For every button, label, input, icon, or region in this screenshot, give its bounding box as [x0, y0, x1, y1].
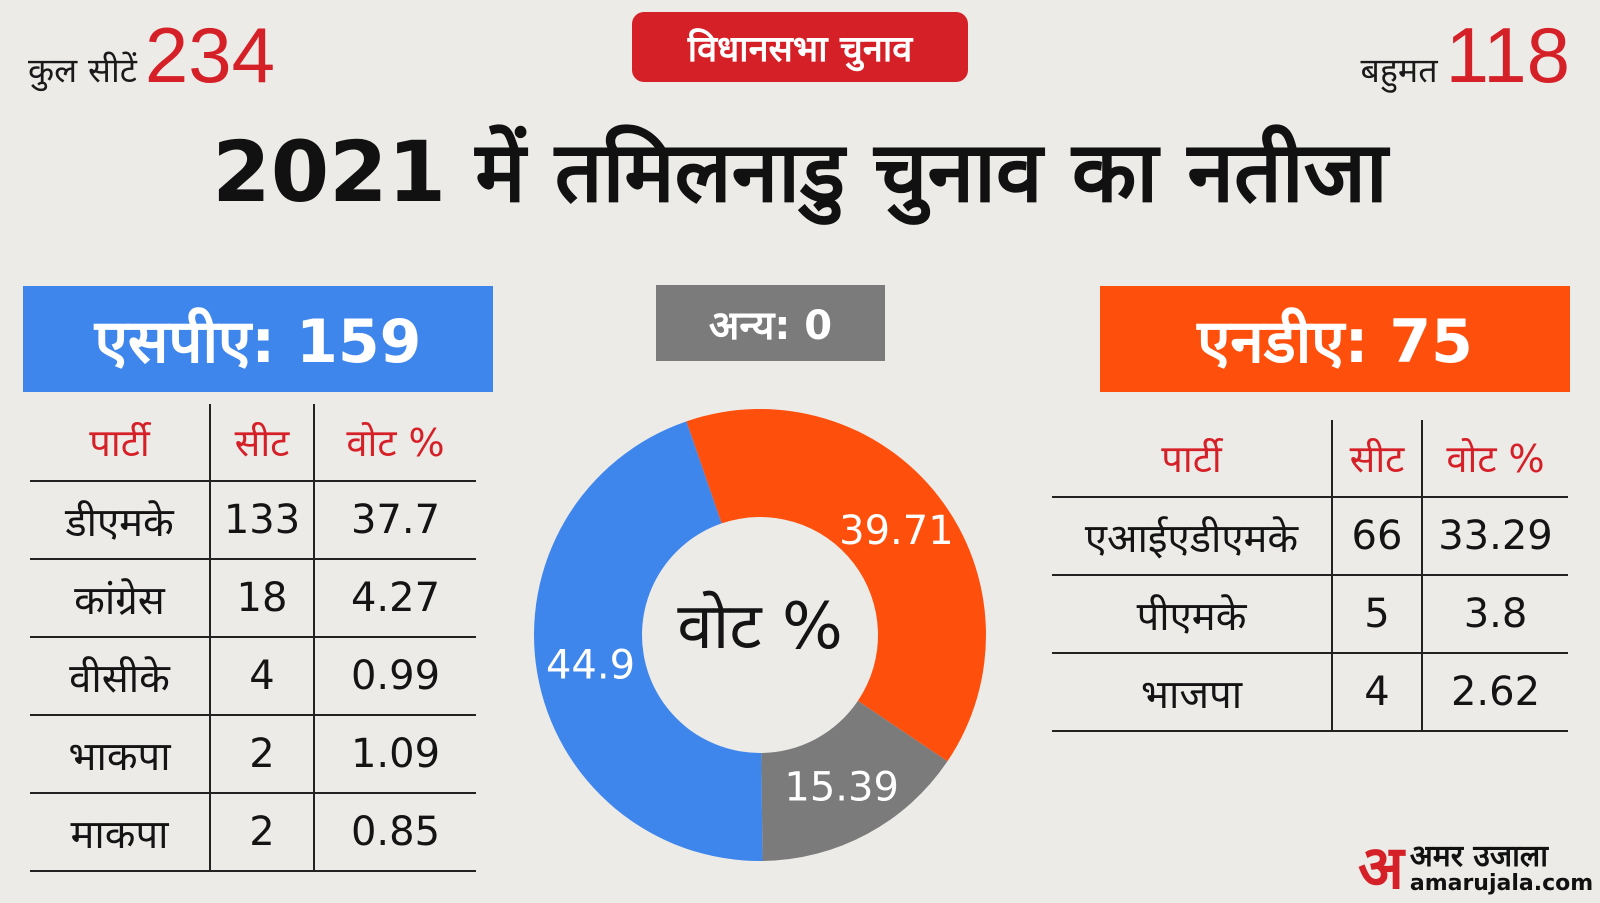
logo-name: अमर उजाला: [1409, 838, 1548, 874]
party-name: माकपा: [30, 793, 210, 872]
vote-percent: 1.09: [313, 715, 476, 794]
election-badge: विधानसभा चुनाव: [632, 12, 968, 82]
donut-slice-label: 39.71: [839, 508, 954, 554]
donut-slice-1: [761, 700, 948, 861]
donut-slice-0: [686, 409, 986, 762]
total-seats-value: 234: [144, 11, 276, 99]
total-seats-label: कुल सीटें: [28, 51, 137, 91]
column-header-vote-percent: वोट %: [313, 404, 476, 482]
party-name: वीसीके: [30, 637, 210, 716]
vote-percent: 37.7: [313, 481, 476, 560]
table-row: भाकपा 2 1.09: [30, 715, 476, 794]
column-header-party: पार्टी: [1052, 420, 1332, 498]
vote-share-donut-chart: 39.71 15.39 44.9 वोट %: [534, 409, 986, 861]
seat-count: 66: [1331, 497, 1422, 576]
table-header-row: पार्टी सीट वोट %: [30, 404, 476, 482]
party-name: डीएमके: [30, 481, 210, 560]
vote-percent: 33.29: [1421, 497, 1568, 576]
vote-percent: 3.8: [1421, 575, 1568, 654]
amar-ujala-logo: अ अमर उजाला amarujala.com: [1358, 838, 1593, 898]
column-header-party: पार्टी: [30, 404, 210, 482]
table-header-row: पार्टी सीट वोट %: [1052, 420, 1568, 498]
total-seats: कुल सीटें 234: [28, 16, 275, 94]
party-name: कांग्रेस: [30, 559, 210, 638]
majority: बहुमत 118: [1360, 16, 1570, 94]
logo-mark-icon: अ: [1358, 833, 1404, 903]
spa-results-table: पार्टी सीट वोट % डीएमके 133 37.7 कांग्रे…: [30, 404, 476, 872]
seat-count: 2: [209, 793, 314, 872]
table-row: डीएमके 133 37.7: [30, 481, 476, 560]
nda-results-table: पार्टी सीट वोट % एआईएडीएमके 66 33.29 पीए…: [1052, 420, 1568, 732]
page-title: 2021 में तमिलनाडु चुनाव का नतीजा: [212, 123, 1388, 221]
seat-count: 5: [1331, 575, 1422, 654]
seat-count: 18: [209, 559, 314, 638]
logo-url: amarujala.com: [1409, 871, 1594, 897]
donut-slice-label: 44.9: [546, 642, 635, 688]
table-row: एआईएडीएमके 66 33.29: [1052, 497, 1568, 576]
table-row: भाजपा 4 2.62: [1052, 653, 1568, 732]
seat-count: 2: [209, 715, 314, 794]
party-name: भाकपा: [30, 715, 210, 794]
seat-count: 133: [209, 481, 314, 560]
seat-count: 4: [209, 637, 314, 716]
nda-alliance-banner: एनडीए: 75: [1100, 286, 1570, 392]
table-row: वीसीके 4 0.99: [30, 637, 476, 716]
column-header-seats: सीट: [1331, 420, 1422, 498]
majority-label: बहुमत: [1360, 51, 1438, 91]
donut-center-label: वोट %: [677, 590, 843, 664]
donut-slice-label: 15.39: [784, 764, 899, 810]
party-name: भाजपा: [1052, 653, 1332, 732]
table-row: पीएमके 5 3.8: [1052, 575, 1568, 654]
party-name: पीएमके: [1052, 575, 1332, 654]
donut-slice-2: [534, 421, 763, 861]
majority-value: 118: [1445, 11, 1570, 99]
vote-percent: 2.62: [1421, 653, 1568, 732]
vote-percent: 0.99: [313, 637, 476, 716]
spa-alliance-banner: एसपीए: 159: [23, 286, 493, 392]
vote-percent: 0.85: [313, 793, 476, 872]
seat-count: 4: [1331, 653, 1422, 732]
table-row: कांग्रेस 18 4.27: [30, 559, 476, 638]
vote-percent: 4.27: [313, 559, 476, 638]
column-header-seats: सीट: [209, 404, 314, 482]
table-row: माकपा 2 0.85: [30, 793, 476, 872]
others-banner: अन्य: 0: [656, 285, 885, 361]
party-name: एआईएडीएमके: [1052, 497, 1332, 576]
column-header-vote-percent: वोट %: [1421, 420, 1568, 498]
